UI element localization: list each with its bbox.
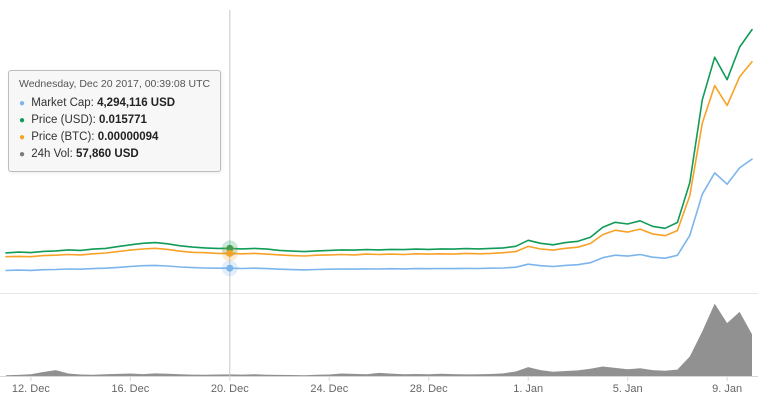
tooltip-row-value: 0.00000094 [97, 131, 159, 143]
tooltip-row-label: Price (BTC): [28, 131, 98, 143]
tooltip-rows: ● Market Cap: 4,294,116 USD ● Price (USD)… [19, 95, 210, 163]
series-bullet-icon: ● [19, 98, 26, 109]
marker-dot [226, 244, 234, 252]
marker-dot [226, 249, 234, 257]
series-bullet-icon: ● [19, 149, 26, 160]
series-line-price-usd [5, 28, 753, 254]
series-line-price-btc [5, 60, 753, 258]
tooltip-row-value: 57,860 USD [76, 148, 139, 160]
series-bullet-icon: ● [19, 132, 26, 143]
tooltip-row-value: 4,294,116 USD [97, 97, 176, 109]
tooltip-row: ● 24h Vol: 57,860 USD [19, 146, 210, 163]
tooltip-date: Wednesday, Dec 20 2017, 00:39:08 UTC [19, 78, 211, 90]
chart-tooltip: Wednesday, Dec 20 2017, 00:39:08 UTC ● M… [8, 70, 222, 172]
tooltip-row: ● Market Cap: 4,294,116 USD [19, 95, 210, 112]
marker-dot [226, 264, 234, 272]
series-line-market-cap [5, 158, 753, 272]
tooltip-row-label: 24h Vol: [28, 148, 77, 160]
tooltip-row: ● Price (USD): 0.015771 [19, 112, 210, 129]
tooltip-row: ● Price (BTC): 0.00000094 [19, 129, 210, 146]
tooltip-row-label: Market Cap: [28, 97, 98, 109]
series-bullet-icon: ● [19, 115, 26, 126]
tooltip-row-value: 0.015771 [98, 114, 147, 126]
tooltip-row-label: Price (USD): [28, 114, 99, 126]
volume-area [6, 303, 752, 376]
